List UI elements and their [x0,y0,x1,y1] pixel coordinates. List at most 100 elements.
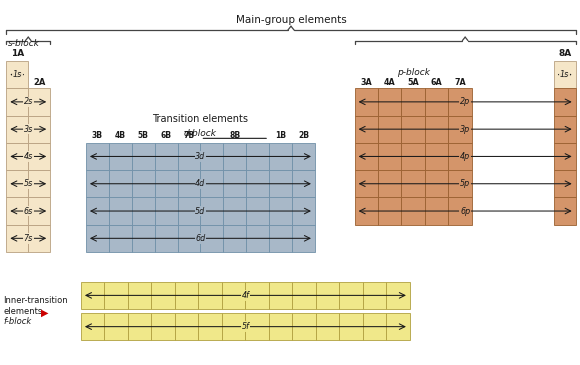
Bar [28,115,50,143]
Bar [86,143,109,170]
Bar [401,170,425,197]
Bar [292,170,315,197]
Text: 5f: 5f [241,322,249,331]
Bar [355,197,378,225]
Bar [151,282,175,309]
Text: 1A: 1A [10,49,24,58]
Bar [128,282,151,309]
Bar [177,170,201,197]
Bar [6,170,28,197]
Bar [198,313,222,340]
Text: 4f: 4f [241,291,249,300]
Bar [28,197,50,225]
Text: 1s: 1s [13,70,22,79]
Bar [292,313,316,340]
Text: 2p: 2p [460,97,470,106]
Bar [201,143,223,170]
Bar [554,143,575,170]
Text: 1s: 1s [560,70,570,79]
Bar [554,170,575,197]
Bar [201,170,223,197]
Bar [378,115,401,143]
Text: 2A: 2A [33,78,45,87]
Bar [425,197,448,225]
Bar [155,197,177,225]
Bar [316,313,339,340]
Bar [448,143,472,170]
Bar [269,170,292,197]
Text: 5s: 5s [24,179,33,188]
Bar [177,225,201,252]
Bar [132,143,155,170]
Bar [175,313,198,340]
Bar [109,225,132,252]
Bar [104,282,128,309]
Bar [132,170,155,197]
Bar [378,170,401,197]
Text: 5d: 5d [195,207,205,215]
Bar [401,197,425,225]
Bar [355,88,378,115]
Bar [448,88,472,115]
Bar [316,282,339,309]
Text: 2s: 2s [24,97,33,106]
Bar [201,197,223,225]
Bar [222,282,245,309]
Bar [269,197,292,225]
Bar [378,143,401,170]
Bar [292,225,315,252]
Text: p-block: p-block [397,68,430,77]
Bar [6,115,28,143]
Text: 4s: 4s [24,152,33,161]
Text: 7A: 7A [454,78,466,87]
Bar [269,313,292,340]
Text: 8B: 8B [229,131,240,140]
Bar [339,313,363,340]
Bar [109,170,132,197]
Bar [81,282,104,309]
Bar [425,88,448,115]
Bar [363,282,386,309]
Bar [269,225,292,252]
Bar [177,143,201,170]
Bar [554,115,575,143]
Bar [292,143,315,170]
Bar [6,88,28,115]
Bar [132,197,155,225]
Text: 4p: 4p [460,152,470,161]
Bar [554,88,575,115]
Bar [223,143,246,170]
Bar [155,225,177,252]
Bar [355,170,378,197]
Bar [339,282,363,309]
Bar [109,143,132,170]
Text: 7B: 7B [183,131,194,140]
Bar [378,197,401,225]
Text: 5B: 5B [138,131,148,140]
Bar [6,197,28,225]
Bar [132,225,155,252]
Bar [177,197,201,225]
Text: 4A: 4A [384,78,396,87]
Bar [292,282,316,309]
Bar [246,170,269,197]
Bar [109,197,132,225]
Bar [554,61,575,88]
Bar [246,143,269,170]
Text: 3s: 3s [24,125,33,134]
Text: 7s: 7s [24,234,33,243]
Bar [386,282,410,309]
Text: 6A: 6A [431,78,443,87]
Bar [401,115,425,143]
Bar [222,313,245,340]
Text: 6d: 6d [195,234,205,243]
Bar [425,170,448,197]
Text: ▶: ▶ [41,307,49,318]
Bar [448,170,472,197]
Bar [363,313,386,340]
Bar [386,313,410,340]
Text: 4d: 4d [195,179,205,188]
Text: s-block: s-block [8,39,40,48]
Bar [401,143,425,170]
Bar [155,143,177,170]
